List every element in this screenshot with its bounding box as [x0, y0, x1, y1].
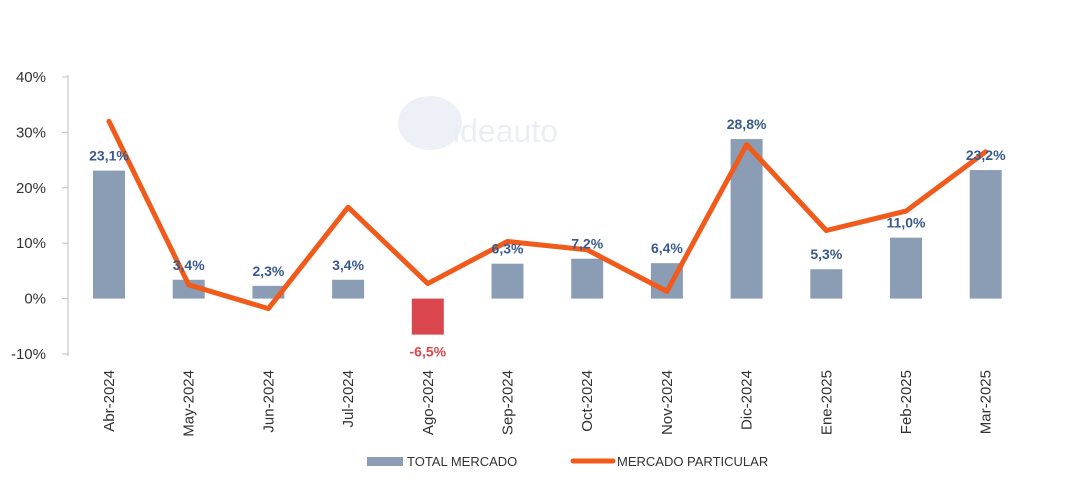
watermark-text: ideauto — [453, 113, 558, 149]
bar-label-mar-2025: 23,2% — [966, 147, 1006, 163]
y-tick-label: 40% — [16, 69, 46, 86]
x-tick-label: Dic-2024 — [739, 370, 756, 430]
bar-may-2024 — [172, 279, 205, 299]
bar-label-ago-2024: -6,5% — [410, 344, 447, 360]
bar-label-oct-2024: 7,2% — [571, 236, 603, 252]
x-axis-ticks: Abr-2024 May-2024 Jun-2024 Jul-2024 Ago-2024… — [101, 370, 995, 437]
y-tick-label: 10% — [16, 235, 46, 252]
x-tick-label: May-2024 — [181, 370, 198, 437]
y-tick-label: -10% — [11, 346, 46, 363]
y-tick-label: 30% — [16, 124, 46, 141]
y-tick-label: 20% — [16, 180, 46, 197]
watermark: ideauto — [398, 96, 558, 150]
y-axis-ticks: 40% 30% 20% 10% 0% -10% — [11, 69, 68, 363]
bar-label-abr-2024: 23,1% — [89, 148, 129, 164]
legend-label-total-mercado: TOTAL MERCADO — [407, 454, 517, 469]
bar-jul-2024 — [332, 279, 365, 299]
bar-abr-2024 — [93, 170, 125, 299]
x-tick-label: Ago-2024 — [420, 370, 437, 435]
x-tick-label: Sep-2024 — [500, 370, 517, 435]
bar-label-feb-2025: 11,0% — [887, 215, 926, 231]
bar-sep-2024 — [491, 263, 524, 299]
bar-oct-2024 — [571, 258, 604, 299]
bar-series-total-mercado — [93, 139, 1002, 335]
x-tick-label: Mar-2025 — [978, 370, 995, 434]
line-mercado-particular — [106, 118, 989, 312]
bar-feb-2025 — [890, 237, 922, 299]
bar-label-may-2024: 3,4% — [173, 257, 205, 273]
bar-label-sep-2024: 6,3% — [492, 241, 524, 257]
x-tick-label: Jun-2024 — [260, 370, 277, 433]
legend: TOTAL MERCADO MERCADO PARTICULAR — [367, 454, 768, 469]
bar-data-labels: 23,1% 3,4% 2,3% 3,4% -6,5% 6,3% 7,2% 6,4% 28,8% 5… — [89, 116, 1006, 360]
x-tick-label: Nov-2024 — [659, 370, 676, 435]
bar-label-jun-2024: 2,3% — [252, 263, 284, 279]
bar-mar-2025 — [969, 170, 1002, 299]
x-tick-label: Jul-2024 — [340, 370, 357, 428]
x-tick-label: Feb-2025 — [898, 370, 915, 434]
bar-label-ene-2025: 5,3% — [810, 246, 842, 262]
bar-ago-2024 — [411, 298, 444, 335]
line-series-mercado-particular — [106, 118, 989, 312]
x-tick-label: Abr-2024 — [101, 370, 118, 432]
legend-swatch-total-mercado — [367, 457, 403, 466]
watermark-logo-icon — [398, 96, 462, 150]
bar-ene-2025 — [810, 269, 843, 299]
y-tick-label: 0% — [24, 291, 46, 308]
bar-label-dic-2024: 28,8% — [727, 116, 767, 132]
x-tick-label: Ene-2025 — [818, 370, 835, 435]
bar-label-nov-2024: 6,4% — [651, 240, 683, 256]
bar-label-jul-2024: 3,4% — [332, 257, 364, 273]
legend-label-mercado-particular: MERCADO PARTICULAR — [617, 454, 768, 469]
x-tick-label: Oct-2024 — [579, 370, 596, 432]
